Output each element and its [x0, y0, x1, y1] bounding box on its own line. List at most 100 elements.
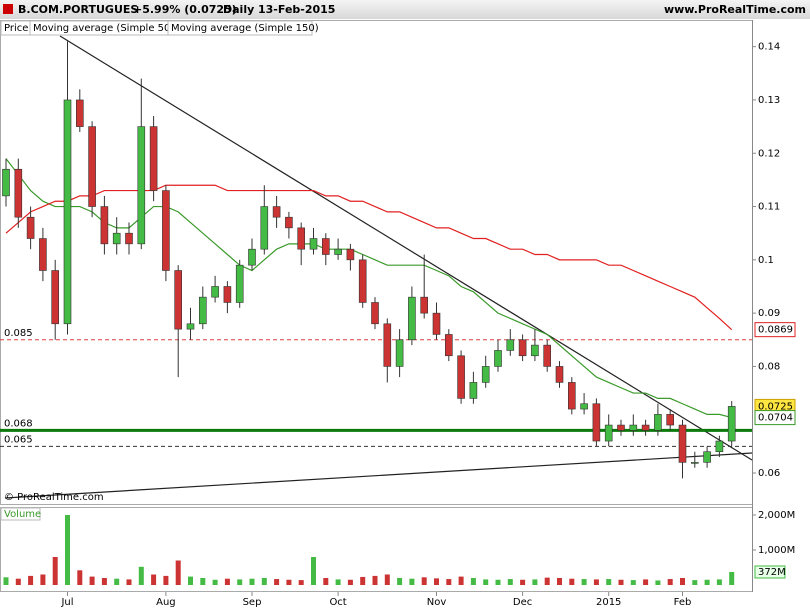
candle-body	[543, 344, 552, 367]
candle-body	[334, 248, 342, 255]
volume-bar	[397, 578, 403, 585]
candle-body	[199, 296, 207, 325]
candle-body	[395, 339, 404, 367]
last-value-box	[754, 322, 796, 338]
candle-body	[617, 424, 625, 431]
volume-bar	[249, 578, 255, 585]
candle-body	[518, 339, 527, 357]
volume-bar	[446, 579, 452, 585]
volume-bar	[704, 579, 710, 585]
copyright: © ProRealTime.com	[4, 492, 104, 503]
site: www.ProRealTime.com	[664, 3, 806, 16]
volume-bar	[692, 580, 698, 585]
volume-bar	[532, 579, 538, 585]
candle-body	[100, 206, 109, 245]
volume-bar	[409, 578, 415, 585]
candle-body	[629, 424, 638, 431]
volume-bar	[655, 580, 661, 585]
volume-bar	[101, 578, 107, 585]
volume-bar	[557, 578, 562, 585]
candle-body	[2, 168, 10, 197]
candle-body	[235, 264, 244, 303]
x-tick-label: Dec	[513, 597, 532, 608]
volume-bar	[606, 579, 612, 585]
candle-body	[457, 355, 465, 399]
candle-body	[26, 216, 35, 239]
x-tick-label: Feb	[674, 597, 692, 608]
volume-bar	[286, 579, 292, 585]
volume-bar	[667, 579, 673, 585]
volume-bar	[311, 557, 316, 585]
x-tick-label: Oct	[329, 597, 346, 608]
volume-bar	[40, 574, 46, 585]
candle-body	[715, 440, 724, 453]
volume-bar	[495, 579, 501, 585]
volume-bar	[15, 578, 21, 585]
volume-bar	[520, 579, 526, 585]
header-bar	[0, 0, 810, 19]
y-tick-label: 0.08	[758, 361, 780, 372]
candle-body	[444, 334, 453, 357]
legend: Price Moving average (Simple 50) Moving …	[0, 20, 319, 36]
volume-bar	[114, 578, 120, 585]
volume-bar	[224, 578, 230, 585]
volume-label: 372M	[758, 567, 786, 578]
candle-body	[88, 126, 96, 207]
candle-body	[211, 286, 219, 298]
candle-body	[580, 403, 588, 410]
candle-body	[51, 270, 60, 325]
volume-bar	[151, 574, 157, 585]
y-tick-label: 0.09	[758, 308, 780, 319]
candle-body	[678, 424, 687, 463]
candle-body	[408, 296, 416, 341]
y-tick-label: 0.14	[758, 42, 780, 53]
volume-bar	[729, 571, 735, 585]
last-value-label: 0.0704	[758, 413, 793, 424]
period: Daily	[223, 3, 254, 16]
volume-bar	[323, 578, 329, 585]
legend-entry: Moving average (Simple 50)	[33, 23, 174, 34]
candle-body	[346, 248, 355, 261]
candle-body	[654, 414, 662, 431]
volume-bar	[335, 579, 341, 585]
volume-bar	[360, 576, 366, 585]
candle-body	[149, 126, 158, 191]
legend-entry: Moving average (Simple 150)	[171, 23, 319, 34]
candle-body	[666, 414, 675, 426]
candle-body	[309, 238, 318, 250]
candle-body	[39, 238, 47, 271]
candle-body	[260, 206, 269, 250]
volume-bar	[274, 579, 280, 585]
volume-bar	[28, 575, 34, 585]
volume-bar	[421, 577, 427, 585]
level-label: 0.085	[4, 328, 33, 339]
instrument: B.COM.PORTUGUES	[18, 3, 138, 16]
x-tick-label: Nov	[427, 597, 447, 608]
volume-bar	[3, 577, 9, 585]
x-tick-label: 2015	[596, 597, 621, 608]
volume-bar	[52, 557, 58, 585]
y-tick-label: 1,000M	[758, 545, 795, 556]
candle-body	[272, 206, 281, 218]
volume-bar	[200, 578, 206, 585]
volume-bar	[89, 576, 95, 585]
candle-body	[76, 99, 84, 127]
candle-body	[248, 248, 256, 266]
candle-body	[555, 366, 564, 383]
candle-body	[125, 232, 133, 245]
candle-body	[469, 382, 478, 399]
candle-body	[432, 312, 441, 335]
candle-body	[531, 344, 539, 357]
candle-body	[358, 259, 367, 303]
x-tick-label: Sep	[243, 597, 262, 608]
candle-body	[137, 126, 146, 245]
volume-bar	[434, 578, 439, 585]
volume-legend-box	[0, 507, 41, 521]
candle-body	[223, 286, 232, 303]
ma-line	[5, 158, 732, 419]
volume-bar	[237, 579, 243, 585]
volume-bar	[618, 579, 624, 585]
level-label: 0.068	[4, 418, 33, 429]
volume-bar	[298, 580, 304, 585]
